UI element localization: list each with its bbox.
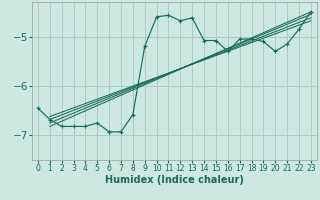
X-axis label: Humidex (Indice chaleur): Humidex (Indice chaleur) — [105, 175, 244, 185]
